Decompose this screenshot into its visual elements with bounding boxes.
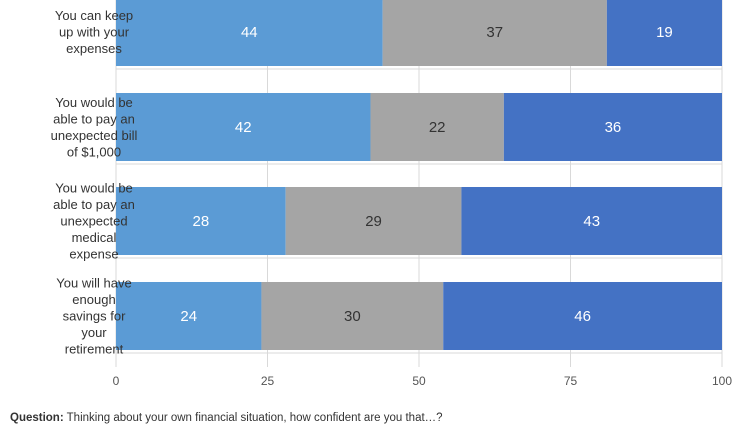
- category-label-3-line-2: savings for: [63, 309, 127, 324]
- bar-0-2: [606, 0, 722, 66]
- category-label-3-line-0: You will have: [56, 276, 131, 291]
- category-label-2-line-0: You would be: [55, 181, 133, 196]
- category-label-3-line-1: enough: [72, 292, 115, 307]
- category-label-0-line-1: up with your: [59, 25, 130, 40]
- x-tick-label-0: 0: [113, 374, 120, 388]
- category-label-2-line-3: medical: [72, 230, 117, 245]
- bar-value-0-2: 19: [656, 24, 673, 41]
- footnote-prefix: Question:: [10, 412, 64, 424]
- category-label-0-line-0: You can keep: [55, 8, 133, 23]
- bar-3-2: [443, 282, 722, 350]
- category-label-1-line-3: of $1,000: [67, 144, 121, 159]
- bar-3-0: [116, 282, 262, 350]
- category-label-0-line-2: expenses: [66, 41, 122, 56]
- x-tick-label-4: 100: [712, 374, 732, 388]
- bar-value-1-0: 42: [235, 119, 252, 136]
- bar-1-0: [116, 93, 371, 161]
- bar-2-0: [116, 187, 286, 255]
- bar-2-2: [461, 187, 722, 255]
- bar-value-3-2: 46: [574, 308, 591, 325]
- bar-0-1: [382, 0, 607, 66]
- bar-value-2-0: 28: [192, 213, 209, 230]
- category-label-2-line-1: able to pay an: [53, 197, 135, 212]
- bar-value-3-0: 24: [180, 308, 197, 325]
- bar-value-1-1: 22: [429, 119, 446, 136]
- bar-0-0: [116, 0, 383, 66]
- category-label-1-line-1: able to pay an: [53, 111, 135, 126]
- category-label-3-line-3: your: [81, 325, 107, 340]
- bar-1-1: [370, 93, 504, 161]
- bar-value-3-1: 30: [344, 308, 361, 325]
- x-axis-ticks: 0 25 50 75 100: [113, 374, 733, 388]
- bar-1-2: [503, 93, 722, 161]
- footnote-text: Thinking about your own financial situat…: [63, 412, 443, 424]
- category-label-1-line-2: unexpected bill: [51, 128, 138, 143]
- x-tick-label-3: 75: [564, 374, 578, 388]
- bar-3-1: [261, 282, 444, 350]
- category-label-3-line-4: retirement: [65, 342, 124, 357]
- bar-value-0-1: 37: [486, 24, 503, 41]
- category-label-2-line-4: expense: [69, 247, 118, 262]
- x-tick-label-1: 25: [261, 374, 275, 388]
- bar-value-2-2: 43: [583, 213, 600, 230]
- x-tick-label-2: 50: [412, 374, 426, 388]
- category-label-1-line-0: You would be: [55, 95, 133, 110]
- bars: 44 37 19 42 22 36 28 29 43 24 30 46: [116, 0, 722, 350]
- bar-value-2-1: 29: [365, 213, 382, 230]
- category-label-2-line-2: unexpected: [60, 214, 127, 229]
- question-footnote: Question: Thinking about your own financ…: [10, 412, 443, 424]
- bar-2-1: [285, 187, 462, 255]
- bar-value-1-2: 36: [605, 119, 622, 136]
- bar-value-0-0: 44: [241, 24, 258, 41]
